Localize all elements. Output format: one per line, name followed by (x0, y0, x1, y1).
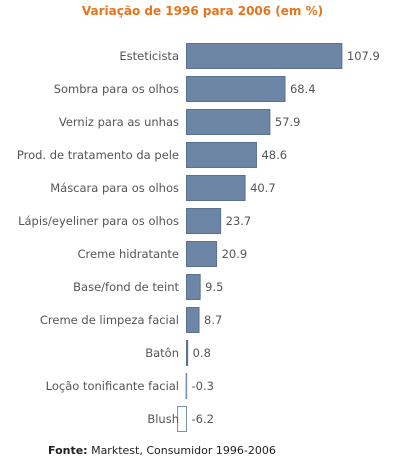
bar-esteticista (186, 43, 343, 69)
bar-chart: Esteticista Sombra para os olhos Verniz pa… (17, 43, 380, 432)
value-label-blush: -6.2 (192, 412, 214, 426)
value-label-base-fond-de-teint: 9.5 (205, 280, 223, 294)
category-label-lapis-eyeliner-para-os-olhos: Lápis/eyeliner para os olhos (18, 214, 179, 228)
bar-prod-de-tratamento-da-pele (186, 142, 257, 168)
category-label-locao-tonificante-facial: Loção tonificante facial (46, 379, 179, 393)
category-label-mascara-para-os-olhos: Máscara para os olhos (50, 181, 179, 195)
category-label-esteticista: Esteticista (119, 49, 179, 63)
value-label-lapis-eyeliner-para-os-olhos: 23.7 (226, 214, 252, 228)
value-label-prod-de-tratamento-da-pele: 48.6 (261, 148, 287, 162)
value-label-creme-hidratante: 20.9 (222, 247, 248, 261)
bar-creme-de-limpeza-facial (186, 307, 200, 333)
value-label-verniz-para-as-unhas: 57.9 (275, 115, 301, 129)
category-label-verniz-para-as-unhas: Verniz para as unhas (59, 115, 179, 129)
bar-locao-tonificante-facial (185, 373, 188, 399)
category-label-baton: Batôn (145, 346, 179, 360)
value-label-creme-de-limpeza-facial: 8.7 (204, 313, 222, 327)
value-label-baton: 0.8 (193, 346, 211, 360)
category-label-blush: Blush (147, 412, 179, 426)
bar-sombra-para-os-olhos (186, 76, 286, 102)
value-label-sombra-para-os-olhos: 68.4 (290, 82, 316, 96)
source-prefix: Fonte: (48, 444, 88, 457)
bars-layer (177, 43, 343, 432)
bar-base-fond-de-teint (186, 274, 201, 300)
bar-baton (186, 340, 189, 366)
bar-creme-hidratante (186, 241, 218, 267)
bar-mascara-para-os-olhos (186, 175, 246, 201)
chart-title: Variação de 1996 para 2006 (em %) (81, 4, 324, 18)
value-label-mascara-para-os-olhos: 40.7 (250, 181, 276, 195)
value-labels: 107.9 68.4 57.9 48.6 40.7 23.7 20.9 9.5 8.7 0.8 -0… (192, 49, 380, 426)
category-label-creme-hidratante: Creme hidratante (77, 247, 179, 261)
category-label-base-fond-de-teint: Base/fond de teint (73, 280, 179, 294)
bar-verniz-para-as-unhas (186, 109, 271, 135)
value-label-locao-tonificante-facial: -0.3 (192, 379, 214, 393)
value-label-esteticista: 107.9 (347, 49, 380, 63)
category-label-prod-de-tratamento-da-pele: Prod. de tratamento da pele (17, 148, 179, 162)
source-text: Marktest, Consumidor 1996-2006 (87, 444, 276, 457)
category-label-creme-de-limpeza-facial: Creme de limpeza facial (40, 313, 179, 327)
category-labels: Esteticista Sombra para os olhos Verniz pa… (17, 49, 180, 426)
bar-lapis-eyeliner-para-os-olhos (186, 208, 222, 234)
category-label-sombra-para-os-olhos: Sombra para os olhos (54, 82, 179, 96)
source-note: Fonte: Marktest, Consumidor 1996-2006 (48, 444, 276, 457)
bar-blush (177, 406, 188, 432)
